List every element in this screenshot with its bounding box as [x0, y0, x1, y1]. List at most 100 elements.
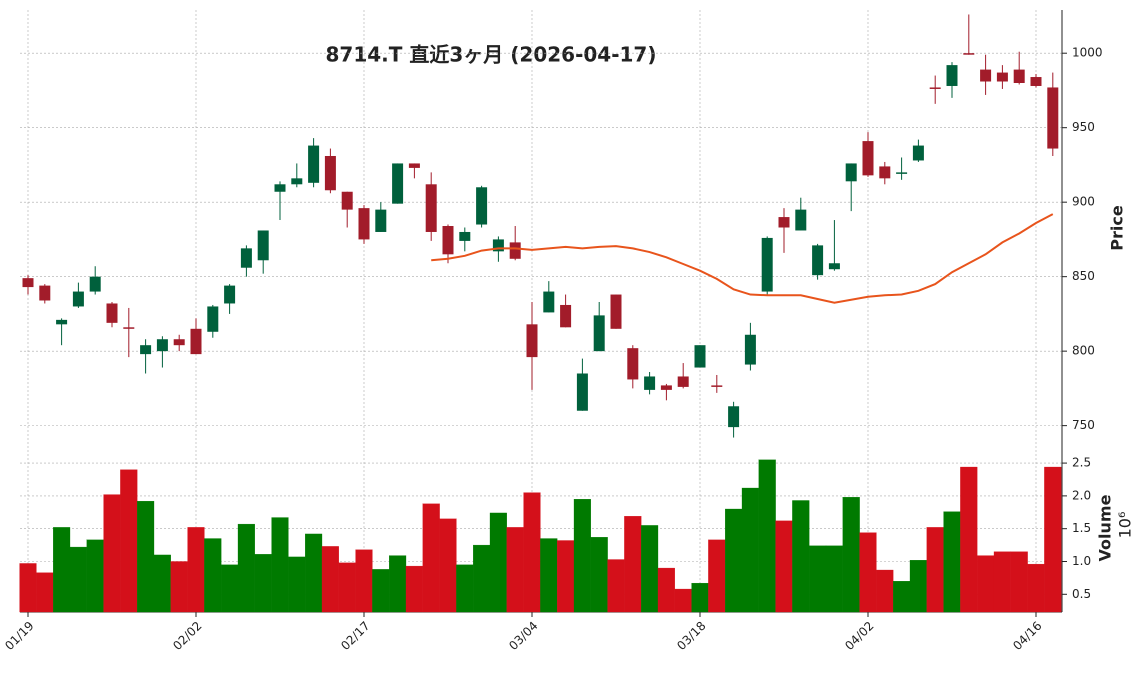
volume-bar: [19, 563, 37, 613]
x-tick-label: 03/04: [506, 619, 540, 653]
volume-bar: [708, 539, 726, 613]
y-tick-label: 2.5: [1072, 456, 1091, 470]
candle-body: [1030, 77, 1042, 86]
volume-bar: [557, 540, 575, 613]
volume-bar: [103, 494, 121, 613]
volume-bar: [321, 546, 339, 613]
volume-bar: [825, 545, 843, 613]
volume-bar: [573, 499, 591, 613]
candle-body: [257, 230, 269, 261]
candle-body: [879, 166, 891, 179]
candle-body: [677, 376, 689, 387]
volume-bar: [758, 459, 776, 613]
volume-bar: [36, 572, 54, 613]
volume-bar: [859, 532, 877, 613]
volume-bar: [305, 533, 323, 613]
candle-body: [56, 319, 68, 325]
volume-bar: [389, 555, 407, 613]
x-tick-label: 04/02: [842, 619, 876, 653]
candle-body: [207, 306, 219, 332]
volume-bar: [271, 517, 289, 613]
moving-average: [431, 213, 1054, 304]
volume-bar: [237, 523, 255, 613]
volume-bar: [355, 549, 373, 613]
candle-body: [1047, 87, 1059, 149]
candle-body: [845, 163, 857, 182]
candle-body: [627, 348, 639, 380]
candle-body: [442, 226, 454, 255]
volume-bar: [523, 492, 541, 613]
candle-body: [828, 263, 840, 270]
candle-body: [408, 163, 420, 168]
volume-bar: [473, 544, 491, 613]
volume-bar: [170, 561, 188, 613]
candle-body: [375, 209, 387, 232]
volume-bar: [422, 503, 440, 613]
candle-body: [492, 239, 504, 252]
candle-body: [123, 327, 135, 329]
candle-body: [173, 339, 185, 346]
candle-body: [190, 328, 202, 355]
volume-bar: [691, 582, 709, 613]
x-tick-label: 02/17: [338, 619, 372, 653]
candle-body: [39, 285, 51, 301]
volume-bar: [1027, 563, 1045, 613]
candle-body: [140, 345, 152, 355]
x-tick-label: 01/19: [2, 619, 36, 653]
volume-bar: [1010, 551, 1028, 613]
volume-bar: [607, 559, 625, 613]
volume-bar: [153, 554, 171, 613]
volume-bar: [204, 538, 222, 613]
candle-body: [980, 69, 992, 82]
volume-bar: [439, 518, 457, 613]
volume-bar: [876, 569, 894, 613]
volume-bar: [809, 545, 827, 613]
candle-body: [224, 285, 236, 304]
candle-body: [795, 209, 807, 231]
volume-bar: [641, 525, 659, 613]
candle-body: [476, 187, 488, 225]
candle-body: [459, 231, 471, 241]
x-tick-label: 04/16: [1010, 619, 1044, 653]
volume-bar: [372, 569, 390, 613]
y-tick-label: 2.0: [1072, 488, 1091, 502]
candle-body: [576, 373, 588, 411]
volume-bar: [288, 556, 306, 613]
volume-bar: [53, 527, 71, 613]
candle-body: [72, 291, 84, 307]
volume-bar: [69, 546, 87, 613]
volume-bar: [674, 588, 692, 613]
candle-body: [660, 385, 672, 390]
candle-body: [392, 163, 404, 204]
candle-body: [89, 276, 101, 292]
candle-body: [644, 376, 656, 390]
candle-body: [694, 345, 706, 368]
candle-body: [929, 87, 941, 89]
candle-body: [425, 184, 437, 232]
chart-title: 8714.T 直近3ヶ月 (2026-04-17): [326, 43, 657, 67]
volume-bar: [842, 497, 860, 613]
candle-body: [1013, 69, 1025, 83]
candle-body: [543, 291, 555, 313]
volume-bar: [977, 555, 995, 613]
candle-body: [963, 53, 975, 55]
volume-bar: [120, 469, 138, 613]
volume-bar: [943, 511, 961, 613]
candle-body: [341, 191, 353, 210]
candle-body: [711, 385, 723, 387]
volume-bar: [893, 581, 911, 613]
volume-bar: [221, 564, 239, 613]
candle-body: [812, 245, 824, 276]
volume-bar: [624, 516, 642, 613]
candle-body: [274, 184, 286, 192]
y-tick-label: 1.5: [1072, 521, 1091, 535]
volume-bar: [86, 539, 104, 613]
candle-body: [610, 294, 622, 329]
y-tick-label: 950: [1072, 120, 1095, 134]
volume-bar: [254, 554, 272, 613]
volume-bar: [489, 512, 507, 613]
volume-bar: [540, 538, 558, 613]
candle-body: [560, 304, 572, 328]
x-tick-label: 03/18: [674, 619, 708, 653]
